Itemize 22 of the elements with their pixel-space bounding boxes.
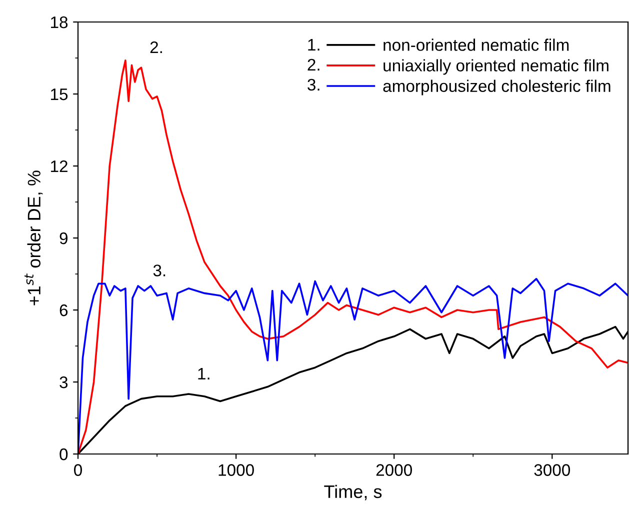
x-tick-label: 1000	[218, 464, 254, 476]
annotation: 2.	[150, 41, 162, 54]
legend-label: non-oriented nematic film	[384, 38, 569, 51]
y-tick-label: 6	[60, 304, 68, 316]
legend-label: uniaxially oriented nematic film	[384, 59, 608, 75]
y-tick-label: 9	[60, 232, 68, 244]
annotation: 1.	[308, 39, 320, 50]
annotation: 3.	[153, 264, 166, 276]
annotation: 1.	[198, 368, 210, 380]
x-axis-title: Time, s	[324, 484, 382, 500]
legend-label: amorphousized cholesteric film	[383, 80, 610, 96]
y-tick-label: 15	[51, 88, 68, 100]
y-tick-label: 12	[51, 160, 68, 172]
annotation: 2.	[308, 58, 320, 70]
y-axis-title: +1$^{st}$ order DE, %	[24, 170, 43, 306]
x-tick-label: 2000	[376, 464, 412, 476]
annotation: 3.	[308, 78, 320, 91]
y-tick-label: 18	[51, 16, 68, 28]
y-tick-label: 0	[60, 448, 68, 460]
y-tick-label: 3	[60, 376, 68, 388]
x-tick-label: 0	[74, 464, 82, 476]
x-tick-label: 3000	[534, 464, 570, 476]
